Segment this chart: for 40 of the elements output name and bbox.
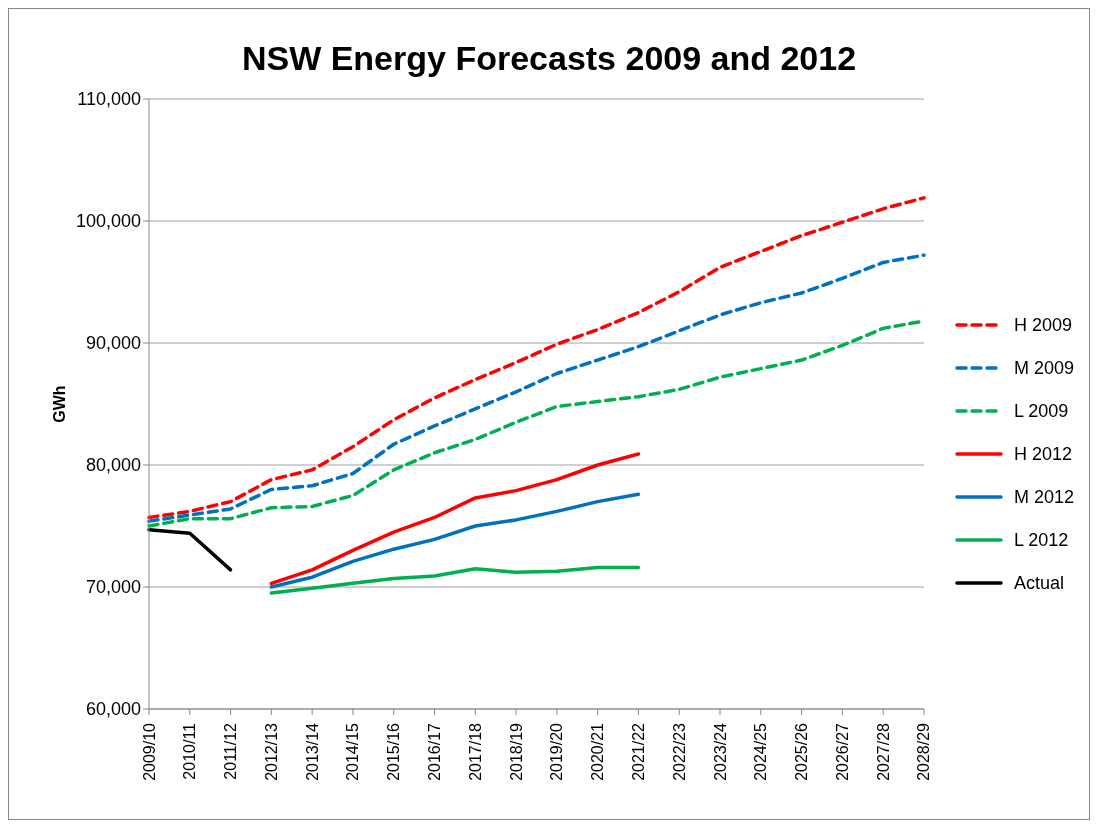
x-tick-label: 2024/25 [752,722,770,781]
x-tick-label: 2013/14 [303,722,321,781]
x-tick-label: 2012/13 [262,722,280,781]
y-tick-label: 60,000 [85,699,141,720]
line-series [269,492,641,589]
x-tick-label: 2010/11 [181,722,199,780]
x-tick-label: 2021/22 [629,722,647,781]
x-tick-label: 2022/23 [670,722,688,781]
legend-label: Actual [1013,572,1064,594]
x-tick-label: 2016/17 [426,722,444,781]
legend-label: H 2012 [1013,443,1072,465]
line-series [269,565,641,595]
y-tick-label: 90,000 [85,333,141,354]
y-tick-label: 100,000 [75,211,141,232]
chart-title: NSW Energy Forecasts 2009 and 2012 [240,39,858,79]
x-tick-label: 2023/24 [711,722,729,781]
x-tick-label: 2011/12 [222,722,240,780]
y-tick-label: 80,000 [85,455,141,476]
line-series [147,253,926,523]
x-tick-label: 2015/16 [385,722,403,781]
y-axis-title: GWh [50,385,68,423]
x-tick-label: 2018/19 [507,722,525,781]
y-tick-label: 70,000 [85,577,141,598]
legend-label: M 2009 [1013,357,1074,379]
legend-label: M 2012 [1013,486,1074,508]
x-tick-label: 2014/15 [344,722,362,781]
y-tick-label: 110,000 [77,89,141,110]
x-tick-label: 2027/28 [874,722,892,781]
x-tick-label: 2009/10 [140,722,158,781]
line-series [147,196,926,520]
x-tick-label: 2017/18 [466,722,484,781]
x-tick-label: 2028/29 [915,722,933,781]
legend-label: L 2012 [1013,529,1069,551]
x-tick-label: 2025/26 [793,722,811,781]
line-series [269,452,641,586]
x-tick-label: 2020/21 [589,722,607,781]
x-tick-label: 2026/27 [833,722,851,781]
legend-label: H 2009 [1013,314,1072,336]
x-tick-label: 2019/20 [548,722,566,781]
legend-label: L 2009 [1013,400,1069,422]
